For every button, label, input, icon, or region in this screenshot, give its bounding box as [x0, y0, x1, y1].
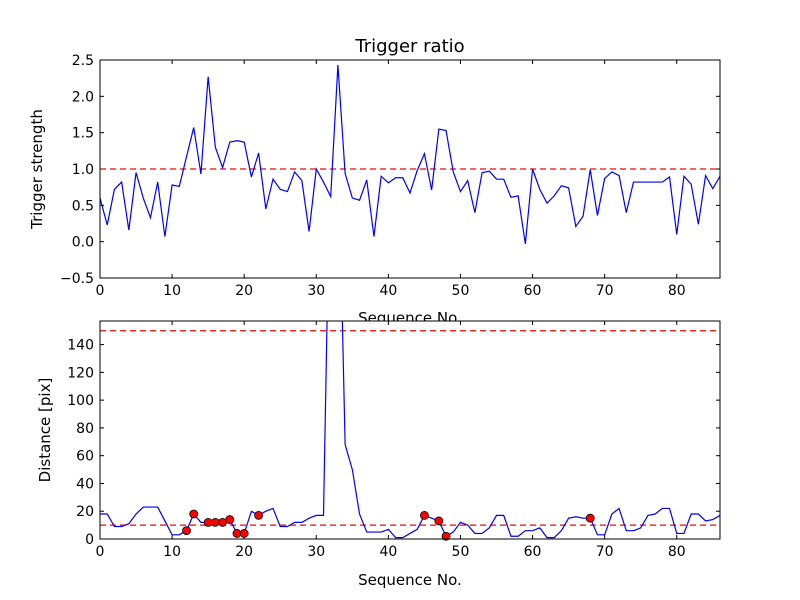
x-tick-label: 60	[524, 544, 542, 560]
x-tick-label: 60	[524, 283, 542, 299]
chart-title: Trigger ratio	[354, 36, 464, 57]
x-tick-label: 50	[452, 544, 470, 560]
y-tick-label: 20	[76, 504, 94, 520]
distance-line	[100, 321, 720, 539]
y-tick-label: 100	[67, 393, 94, 409]
x-tick-label: 50	[452, 283, 470, 299]
plot-frame	[99, 59, 721, 279]
x-tick-label: 70	[596, 283, 614, 299]
triggered-event-markers	[182, 509, 595, 541]
x-tick-label: 30	[307, 283, 325, 299]
event-marker	[189, 509, 199, 519]
tick-group: 0 10 20 30 40 50 60 70 80 −0.5 0.0 0.5 1.0 1.5 2.0 2.5	[60, 53, 720, 299]
x-tick-label: 40	[379, 283, 397, 299]
y-tick-label: −0.5	[60, 271, 94, 287]
y-tick-label: 40	[76, 476, 94, 492]
x-tick-label: 80	[668, 544, 686, 560]
event-marker	[420, 510, 429, 520]
x-tick-label: 40	[379, 544, 397, 560]
plot-frame	[99, 320, 721, 540]
x-tick-label: 20	[235, 544, 253, 560]
event-marker	[218, 517, 227, 527]
x-tick-label: 10	[163, 283, 181, 299]
event-marker	[182, 526, 191, 536]
x-tick-label: 30	[307, 544, 325, 560]
y-tick-label: 80	[76, 421, 94, 437]
y-tick-label: 1.0	[72, 162, 94, 178]
event-marker	[203, 517, 213, 527]
x-axis-label: Sequence No.	[358, 571, 462, 589]
y-axis-label: Trigger strength	[28, 109, 46, 230]
y-tick-label: 0.5	[72, 198, 94, 214]
y-tick-label: 120	[67, 365, 94, 381]
event-marker	[232, 529, 242, 538]
x-tick-label: 10	[163, 544, 181, 560]
event-marker	[254, 510, 264, 520]
x-tick-label: 80	[668, 283, 686, 299]
distance-chart: 0 10 20 30 40 50 60 70 80 0 20 40 60 80 100 120 140 Sequ…	[36, 320, 721, 589]
event-marker	[441, 531, 451, 541]
event-marker	[585, 513, 595, 523]
y-axis-label: Distance [pix]	[36, 378, 54, 483]
plot-area	[100, 321, 720, 539]
trigger-ratio-chart: Trigger ratio 0 10 20 30 40 50 60 70 80 −0.5 0.0 0.…	[28, 36, 721, 327]
y-tick-label: 0	[85, 532, 94, 548]
y-tick-label: 60	[76, 449, 94, 465]
y-tick-label: 0.0	[72, 235, 94, 251]
x-tick-label: 0	[96, 544, 105, 560]
event-marker	[239, 529, 249, 538]
x-tick-label: 20	[235, 283, 253, 299]
x-tick-label: 70	[596, 544, 614, 560]
y-tick-label: 2.0	[72, 89, 94, 105]
trigger-strength-line	[100, 65, 720, 244]
event-marker	[434, 516, 444, 526]
y-tick-label: 1.5	[72, 126, 94, 142]
event-marker	[210, 517, 220, 527]
event-marker	[225, 515, 235, 524]
y-tick-label: 140	[67, 338, 94, 354]
tick-group: 0 10 20 30 40 50 60 70 80 0 20 40 60 80 100 120 140	[67, 321, 720, 560]
x-tick-label: 0	[96, 283, 105, 299]
y-tick-label: 2.5	[72, 53, 94, 69]
